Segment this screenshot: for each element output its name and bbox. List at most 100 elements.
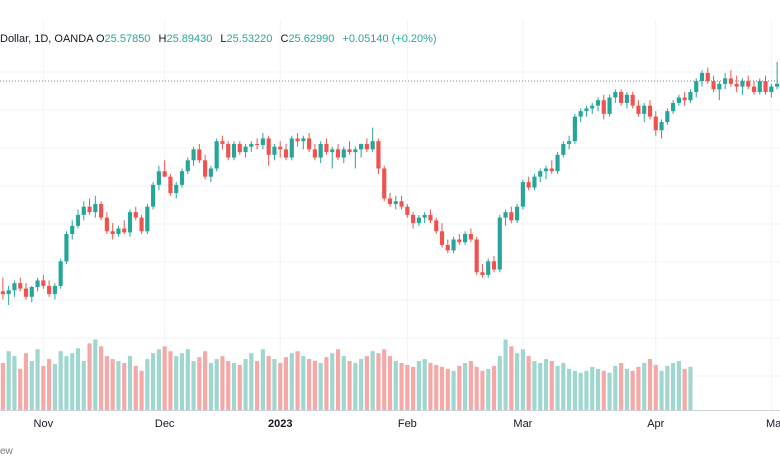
candle-body: [226, 143, 231, 158]
volume-bar: [41, 365, 46, 410]
candle: [289, 135, 294, 161]
volume-bar: [503, 339, 508, 410]
candle: [728, 70, 733, 87]
candle: [87, 198, 92, 215]
candle: [99, 201, 104, 221]
candle-body: [515, 206, 520, 221]
ohlc-legend: Dollar, 1D, OANDA O25.57850 H25.89430 L2…: [0, 33, 437, 45]
candle-body: [283, 149, 289, 158]
volume-series: [0, 339, 693, 410]
candle: [688, 89, 693, 103]
candle: [636, 100, 641, 117]
candle-body: [503, 212, 508, 218]
candle: [151, 182, 156, 210]
candle: [341, 146, 346, 164]
candle: [705, 67, 710, 84]
volume-bar: [58, 351, 63, 410]
candle: [226, 141, 231, 161]
candle-body: [162, 171, 167, 177]
candle: [168, 173, 173, 196]
volume-bar: [659, 370, 664, 410]
candle: [653, 111, 658, 136]
volume-bar: [468, 361, 473, 410]
volume-bar: [156, 349, 161, 410]
candle-body: [416, 217, 421, 224]
candle: [595, 97, 601, 112]
volume-bar: [243, 359, 248, 410]
symbol-label: Dollar, 1D, OANDA: [0, 33, 93, 45]
high-value: 25.89430: [166, 33, 213, 45]
candle: [335, 143, 341, 161]
candle-body: [0, 291, 5, 295]
candle-body: [93, 203, 98, 213]
candle-body: [237, 143, 242, 153]
volume-bar: [578, 372, 583, 410]
candle: [272, 143, 277, 161]
volume-bar: [526, 356, 531, 410]
candle-body: [23, 288, 29, 297]
volume-bar: [347, 361, 352, 410]
volume-bar: [151, 353, 156, 410]
candle: [676, 94, 681, 106]
candle-body: [295, 138, 300, 142]
candle-body: [567, 141, 572, 144]
candle-body: [746, 81, 751, 87]
candle: [439, 223, 445, 248]
volume-bar: [203, 351, 208, 410]
candle-body: [139, 217, 144, 232]
x-tick-label: Apr: [647, 418, 664, 430]
candle: [578, 108, 583, 123]
candle-body: [330, 149, 335, 153]
candle: [682, 92, 687, 106]
candle-body: [197, 149, 202, 161]
candle-body: [289, 138, 294, 158]
candle-body: [480, 272, 485, 275]
candle: [526, 176, 531, 191]
candle-body: [47, 285, 52, 295]
volume-bar: [330, 353, 335, 410]
candle-body: [740, 81, 745, 87]
candle: [52, 283, 57, 300]
candle: [775, 62, 780, 90]
volume-bar: [411, 366, 416, 410]
candle-body: [185, 160, 190, 172]
candle: [139, 214, 144, 235]
candle-body: [399, 201, 404, 207]
volume-bar: [353, 362, 358, 410]
candle: [463, 231, 468, 245]
candle-body: [734, 83, 739, 87]
chart-grid: [0, 20, 780, 410]
candle-body: [549, 168, 554, 172]
candle-body: [243, 146, 248, 153]
candle: [399, 195, 404, 210]
candle-body: [451, 239, 456, 251]
candle: [353, 146, 358, 169]
candle: [740, 78, 745, 95]
candle: [474, 236, 479, 275]
candle: [156, 165, 161, 191]
candle: [434, 217, 439, 235]
candle: [468, 228, 473, 243]
candle-body: [630, 94, 635, 106]
volume-bar: [231, 362, 237, 410]
candle: [734, 75, 739, 93]
candle: [515, 203, 520, 224]
candle-body: [468, 234, 473, 240]
candle: [359, 143, 364, 158]
candle: [549, 160, 554, 174]
candle: [324, 138, 329, 155]
candle: [41, 274, 46, 289]
volume-bar: [515, 353, 520, 410]
candle: [104, 212, 109, 235]
candle-body: [728, 78, 733, 84]
candle: [411, 212, 416, 229]
candle-body: [376, 141, 381, 169]
candle: [428, 209, 433, 224]
candle: [18, 277, 23, 292]
candle-body: [307, 138, 312, 150]
candle: [723, 72, 728, 90]
candle: [23, 283, 29, 300]
candle-body: [266, 138, 271, 155]
